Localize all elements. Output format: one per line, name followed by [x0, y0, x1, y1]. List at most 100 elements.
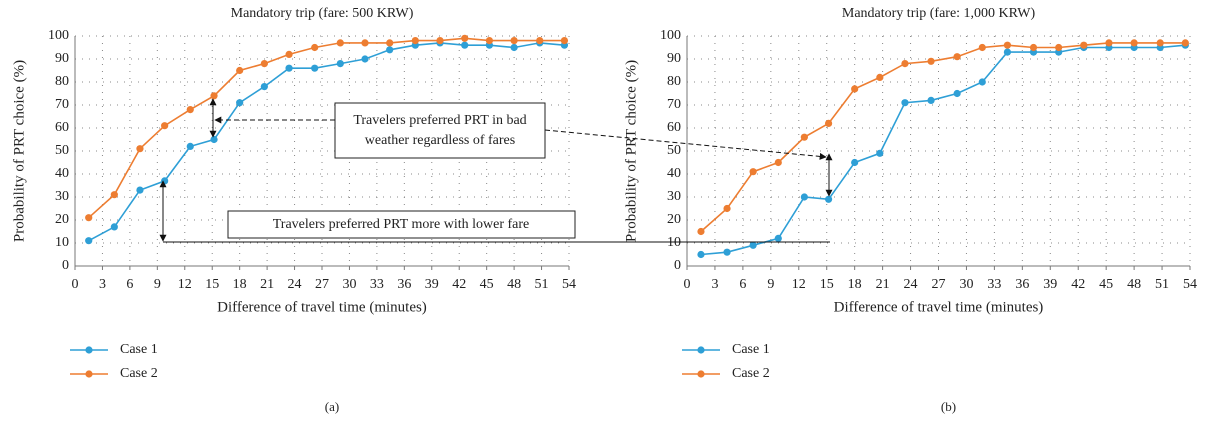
chart-title: Mandatory trip (fare: 1,000 KRW)	[842, 6, 1036, 21]
data-point	[136, 145, 144, 153]
x-tick-label: 15	[205, 277, 219, 292]
legend-marker	[697, 370, 705, 378]
data-point	[485, 37, 494, 45]
x-tick-label: 30	[959, 277, 973, 292]
legend-marker	[85, 370, 93, 378]
data-point	[210, 135, 218, 144]
x-tick-label: 12	[178, 277, 192, 292]
x-tick-label: 24	[904, 277, 918, 292]
x-tick-label: 42	[1071, 277, 1085, 292]
y-tick-label: 50	[55, 143, 69, 158]
data-point	[953, 89, 961, 98]
data-point	[978, 78, 986, 86]
x-tick-label: 18	[848, 277, 862, 292]
y-tick-label: 50	[667, 143, 681, 158]
data-point	[285, 50, 293, 59]
series-line	[88, 42, 565, 242]
annotation-text: Travelers preferred PRT in bad	[353, 113, 526, 128]
data-point	[697, 227, 705, 236]
y-tick-label: 30	[667, 189, 681, 204]
annotation-box	[334, 102, 546, 159]
data-point	[1080, 41, 1088, 49]
y-tick-label: 90	[667, 51, 681, 66]
x-tick-label: 9	[154, 277, 161, 292]
x-tick-label: 51	[1155, 277, 1169, 292]
data-point	[800, 193, 808, 201]
data-point	[336, 60, 344, 68]
data-point	[1130, 39, 1138, 47]
y-tick-label: 70	[667, 97, 681, 112]
data-point	[110, 223, 118, 231]
y-tick-label: 60	[55, 120, 69, 135]
y-tick-label: 40	[667, 166, 681, 181]
series-line	[700, 44, 1186, 256]
series-line	[700, 42, 1186, 233]
data-point	[774, 158, 782, 167]
data-point	[536, 37, 544, 45]
data-point	[901, 99, 909, 107]
data-point	[236, 66, 244, 75]
x-tick-label: 6	[126, 277, 133, 292]
x-tick-label: 15	[820, 277, 834, 292]
data-point	[236, 99, 244, 107]
data-point	[851, 158, 859, 167]
data-point	[136, 186, 144, 194]
data-point	[361, 39, 369, 47]
y-tick-label: 90	[55, 51, 69, 66]
y-axis-label: Probability of PRT choice (%)	[11, 60, 27, 242]
y-tick-label: 100	[48, 28, 69, 43]
data-point	[210, 92, 218, 100]
data-point	[876, 149, 884, 157]
x-tick-label: 39	[425, 277, 439, 292]
y-tick-label: 10	[667, 235, 681, 250]
data-point	[461, 34, 469, 42]
x-tick-label: 54	[562, 277, 576, 292]
legend-marker	[85, 346, 93, 354]
x-tick-label: 21	[876, 277, 890, 292]
y-tick-label: 30	[55, 189, 69, 204]
data-point	[560, 37, 569, 45]
data-point	[824, 119, 833, 127]
data-point	[311, 64, 319, 72]
data-point	[85, 214, 93, 222]
x-tick-label: 21	[260, 277, 274, 292]
x-tick-label: 9	[767, 277, 774, 292]
data-point	[336, 39, 344, 47]
data-point	[311, 43, 319, 52]
x-tick-label: 0	[684, 277, 691, 292]
data-point	[723, 248, 731, 256]
data-point	[824, 195, 833, 203]
x-tick-label: 39	[1043, 277, 1057, 292]
data-point	[978, 43, 986, 52]
data-point	[1105, 39, 1113, 47]
data-point	[285, 64, 293, 72]
data-point	[510, 43, 518, 52]
x-tick-label: 3	[99, 277, 106, 292]
data-point	[800, 133, 808, 141]
y-tick-label: 10	[55, 235, 69, 250]
x-tick-label: 48	[507, 277, 521, 292]
x-tick-label: 42	[452, 277, 466, 292]
x-tick-label: 51	[535, 277, 549, 292]
data-point	[851, 85, 859, 93]
x-tick-label: 30	[342, 277, 356, 292]
data-point	[953, 53, 961, 61]
data-point	[186, 142, 194, 150]
data-point	[1156, 39, 1164, 47]
x-tick-label: 48	[1127, 277, 1141, 292]
data-point	[1055, 43, 1063, 52]
x-tick-label: 54	[1183, 277, 1197, 292]
x-tick-label: 18	[233, 277, 247, 292]
data-point	[161, 122, 169, 130]
x-tick-label: 3	[711, 277, 718, 292]
annotation-text: Travelers preferred PRT more with lower …	[273, 217, 530, 232]
x-tick-label: 45	[480, 277, 494, 292]
y-tick-label: 40	[55, 166, 69, 181]
data-point	[260, 83, 268, 91]
x-axis-label: Difference of travel time (minutes)	[834, 299, 1044, 315]
data-point	[1003, 41, 1012, 49]
x-tick-label: 36	[397, 277, 411, 292]
x-tick-label: 36	[1015, 277, 1029, 292]
data-point	[749, 241, 757, 249]
